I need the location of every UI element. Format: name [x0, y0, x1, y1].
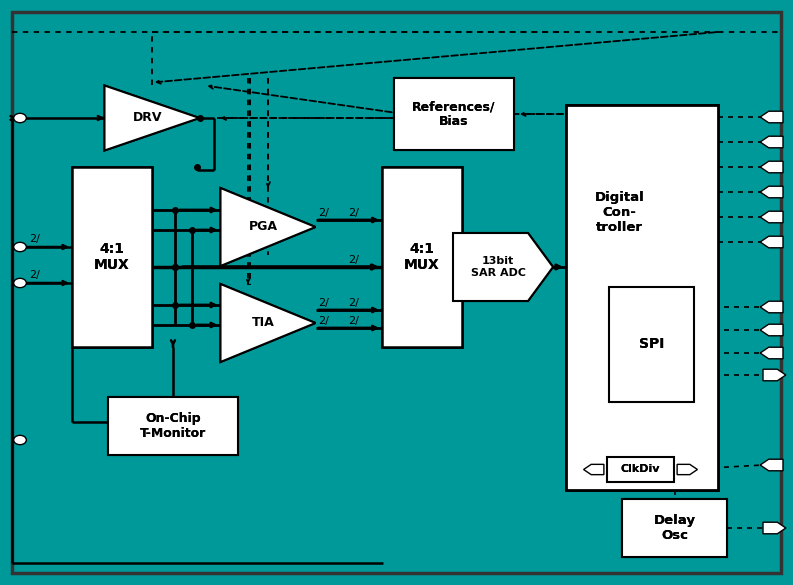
Text: PGA: PGA: [249, 221, 278, 233]
Text: On-Chip
T-Monitor: On-Chip T-Monitor: [140, 412, 206, 440]
Text: On-Chip
T-Monitor: On-Chip T-Monitor: [140, 412, 206, 440]
Bar: [382, 167, 462, 347]
Circle shape: [13, 242, 26, 252]
Text: Digital
Con-
troller: Digital Con- troller: [594, 191, 644, 235]
Polygon shape: [760, 324, 783, 336]
Polygon shape: [760, 459, 783, 471]
Text: 4:1
MUX: 4:1 MUX: [404, 242, 440, 272]
Bar: [622, 499, 727, 557]
Text: 2/: 2/: [349, 316, 359, 326]
Text: 2/: 2/: [349, 255, 359, 265]
Text: SPI: SPI: [639, 338, 665, 352]
Text: 2: 2: [466, 244, 473, 254]
Bar: [566, 105, 718, 490]
Polygon shape: [220, 188, 316, 266]
Text: 13bit
SAR ADC: 13bit SAR ADC: [470, 256, 526, 278]
Polygon shape: [584, 464, 604, 474]
Text: Delay
Osc: Delay Osc: [653, 514, 695, 542]
Bar: [394, 78, 514, 150]
Circle shape: [13, 435, 26, 445]
Polygon shape: [760, 136, 783, 148]
Text: TIA: TIA: [252, 316, 274, 329]
Text: TIA: TIA: [252, 316, 274, 329]
Text: 4:1
MUX: 4:1 MUX: [94, 242, 130, 272]
Text: 13bit
SAR ADC: 13bit SAR ADC: [470, 256, 526, 278]
Bar: [394, 78, 514, 150]
Polygon shape: [220, 284, 316, 362]
Bar: [382, 167, 462, 347]
Bar: [108, 397, 238, 455]
Circle shape: [13, 113, 26, 123]
Bar: [72, 167, 152, 347]
Polygon shape: [220, 188, 316, 266]
Text: 2/: 2/: [318, 316, 329, 326]
Text: Delay
Osc: Delay Osc: [653, 514, 695, 542]
Bar: [607, 457, 674, 482]
Bar: [622, 499, 727, 557]
Text: 2/: 2/: [349, 208, 359, 218]
Polygon shape: [453, 233, 553, 301]
Text: References/
Bias: References/ Bias: [412, 100, 496, 128]
Circle shape: [13, 278, 26, 288]
Text: 2/: 2/: [349, 298, 359, 308]
Polygon shape: [760, 211, 783, 223]
Polygon shape: [453, 233, 553, 301]
Bar: [108, 397, 238, 455]
Polygon shape: [760, 111, 783, 123]
Polygon shape: [760, 301, 783, 313]
Text: 4:1
MUX: 4:1 MUX: [404, 242, 440, 272]
Text: 2/: 2/: [318, 208, 329, 218]
Text: 2/: 2/: [29, 270, 40, 280]
Polygon shape: [760, 347, 783, 359]
Text: PGA: PGA: [249, 221, 278, 233]
Text: ClkDiv: ClkDiv: [621, 464, 661, 474]
Bar: [609, 287, 694, 402]
Polygon shape: [760, 186, 783, 198]
Polygon shape: [105, 85, 200, 150]
Bar: [609, 287, 694, 402]
Text: DRV: DRV: [132, 112, 162, 125]
Polygon shape: [763, 522, 786, 534]
Polygon shape: [760, 236, 783, 248]
Text: References/
Bias: References/ Bias: [412, 100, 496, 128]
Polygon shape: [760, 161, 783, 173]
Bar: [566, 105, 718, 490]
Polygon shape: [677, 464, 697, 474]
Text: 2/: 2/: [29, 234, 40, 244]
Text: Digital
Con-
troller: Digital Con- troller: [594, 191, 644, 235]
Text: SPI: SPI: [639, 338, 665, 352]
Text: 4:1
MUX: 4:1 MUX: [94, 242, 130, 272]
Polygon shape: [220, 284, 316, 362]
Polygon shape: [105, 85, 200, 150]
Bar: [607, 457, 674, 482]
Text: DRV: DRV: [132, 112, 162, 125]
Text: 2/: 2/: [318, 298, 329, 308]
Bar: [72, 167, 152, 347]
Polygon shape: [763, 369, 786, 381]
Text: ClkDiv: ClkDiv: [621, 464, 661, 474]
